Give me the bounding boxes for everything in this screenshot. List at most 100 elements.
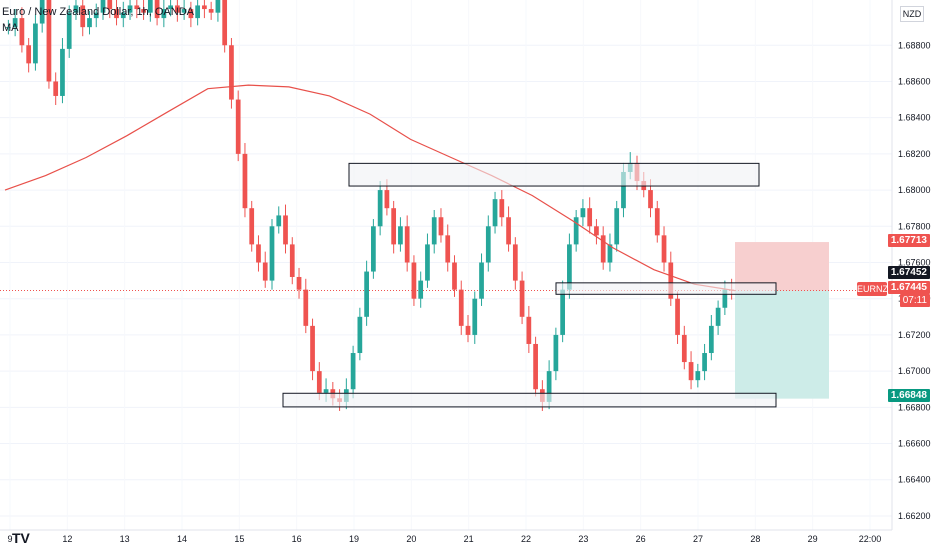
x-tick-label: 22:00 <box>859 534 882 544</box>
x-tick-label: 27 <box>693 534 703 544</box>
y-tick-label: 1.68000 <box>898 185 931 195</box>
x-tick-label: 19 <box>349 534 359 544</box>
y-tick-label: 1.67200 <box>898 330 931 340</box>
x-tick-label: 16 <box>292 534 302 544</box>
currency-badge[interactable]: NZD <box>900 6 924 22</box>
candle-body <box>66 12 72 49</box>
candle-body <box>256 244 261 263</box>
candle-body <box>222 0 228 46</box>
candle-body <box>310 325 315 372</box>
candle-body <box>526 316 532 344</box>
candle-body <box>506 217 511 245</box>
candle-body <box>594 226 599 236</box>
y-tick-label: 1.68400 <box>898 113 931 123</box>
candle-body <box>26 45 32 64</box>
support-resistance-boxes <box>282 162 777 408</box>
candle-body <box>195 5 201 19</box>
candle-body <box>208 9 214 13</box>
candle-body <box>587 208 593 227</box>
candle-body <box>242 153 248 209</box>
candle-body <box>134 5 140 10</box>
x-tick-label: 22 <box>521 534 531 544</box>
x-tick-label: 26 <box>636 534 646 544</box>
time-axis-ticks: 9 12 13 14 15 16 19 20 21 22 23 26 27 28 29 22:00 <box>7 534 881 544</box>
x-tick-label: 23 <box>578 534 588 544</box>
candle-body <box>188 9 194 19</box>
candle-body <box>39 0 45 24</box>
candle-body <box>215 0 221 13</box>
candle-body <box>702 353 707 372</box>
candle-body <box>12 18 18 28</box>
candle-body <box>479 262 484 299</box>
candle-body <box>661 235 667 263</box>
target-price-tag: 1.66848 <box>887 389 930 402</box>
candle-body <box>614 208 620 245</box>
candle-body <box>229 45 234 100</box>
candle-body <box>391 208 397 245</box>
current-price-tag: 1.67445 <box>887 281 930 294</box>
candle-body <box>621 171 626 209</box>
countdown-tag: 07:11 <box>899 294 930 307</box>
candle-body <box>161 9 167 19</box>
candle-body <box>452 262 457 290</box>
candle-body <box>398 226 403 245</box>
candle-body <box>472 298 478 335</box>
candle-body <box>350 353 356 390</box>
candle-body <box>114 9 119 19</box>
x-tick-label: 13 <box>120 534 130 544</box>
candle-body <box>262 262 268 281</box>
candle-body <box>499 199 505 218</box>
candle-body <box>120 12 126 19</box>
y-tick-label: 1.68200 <box>898 149 931 159</box>
risk-reward-zones <box>0 242 892 399</box>
candle-body <box>283 215 288 245</box>
candle-body <box>377 190 383 227</box>
candle-body <box>546 371 552 402</box>
candle-body <box>296 276 302 290</box>
y-tick-label: 1.66800 <box>898 402 931 412</box>
candle-body <box>202 5 207 10</box>
candle-body <box>181 9 187 13</box>
candle-body <box>715 307 721 326</box>
x-tick-label: 20 <box>406 534 416 544</box>
y-tick-label: 1.67800 <box>898 221 931 231</box>
target-zone <box>735 290 829 399</box>
candle-body <box>87 18 92 28</box>
level-price-tag: 1.67452 <box>887 266 930 279</box>
candle-body <box>289 244 295 277</box>
candle-body <box>648 190 653 209</box>
candle-body <box>668 262 674 299</box>
grid-lines <box>0 44 892 517</box>
tradingview-logo: TV <box>12 530 30 546</box>
candle-body <box>688 362 694 381</box>
y-tick-label: 1.67000 <box>898 366 931 376</box>
candle-body <box>384 190 390 209</box>
candle-body <box>235 99 241 154</box>
candle-body <box>323 389 329 393</box>
candlestick-series <box>6 0 734 411</box>
x-tick-label: 21 <box>464 534 474 544</box>
candle-body <box>364 271 369 317</box>
candle-body <box>695 371 701 381</box>
y-tick-label: 1.67600 <box>898 258 931 268</box>
candle-body <box>53 81 59 96</box>
resistance-box[interactable] <box>348 162 760 187</box>
support-box[interactable] <box>282 392 777 408</box>
ma-line <box>4 84 736 292</box>
candle-body <box>438 217 444 236</box>
x-tick-label: 29 <box>808 534 818 544</box>
candle-body <box>93 12 99 19</box>
candle-body <box>492 199 498 227</box>
mid-level-box[interactable] <box>555 282 777 295</box>
candle-body <box>269 226 275 281</box>
candle-body <box>607 244 613 263</box>
indicator-label[interactable]: MA <box>2 22 19 34</box>
candle-body <box>418 280 424 299</box>
candle-body <box>708 325 714 354</box>
candle-body <box>371 226 376 272</box>
y-tick-label: 1.68800 <box>898 40 931 50</box>
symbol-tag: EURNZD <box>857 282 895 296</box>
candle-body <box>485 226 491 263</box>
candle-body <box>458 289 464 326</box>
